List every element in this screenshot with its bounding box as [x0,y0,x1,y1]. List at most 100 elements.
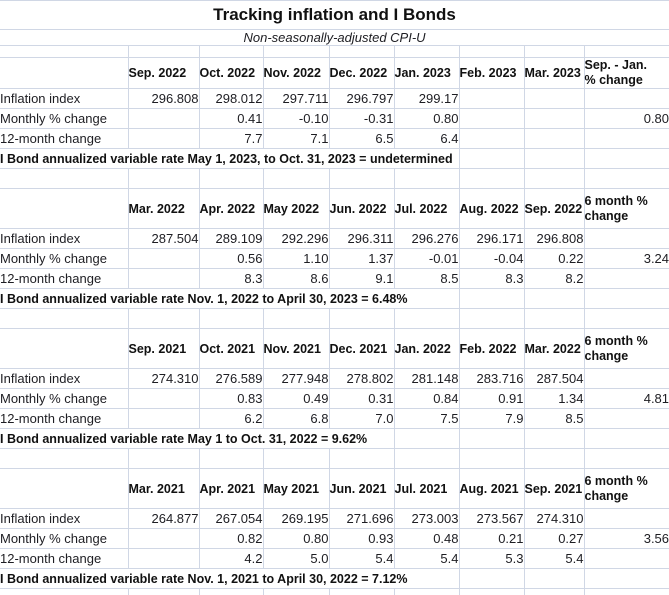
month-header: Sep. 2022 [127,57,200,89]
value-cell: 8.6 [262,268,330,289]
empty-cell [328,45,395,58]
empty-cell [583,45,669,58]
section-3-footer-row: I Bond annualized variable rate May 1 to… [0,428,669,449]
empty-cell [583,368,669,389]
month-header: May 2022 [262,188,330,229]
value-cell: 264.877 [127,508,200,529]
empty-cell [393,45,460,58]
empty-cell [523,308,585,329]
value-cell [127,388,200,409]
empty-cell [458,428,525,449]
value-cell [458,128,525,149]
row-label: Inflation index [0,88,129,109]
value-cell: 273.003 [393,508,460,529]
value-cell: 7.0 [328,408,395,429]
value-cell: 287.504 [127,228,200,249]
value-cell: 8.3 [198,268,264,289]
empty-cell [523,448,585,469]
month-header: Oct. 2021 [198,328,264,369]
empty-cell [523,428,585,449]
value-cell: 0.27 [523,528,585,549]
value-cell: 0.56 [198,248,264,269]
value-cell: 6.2 [198,408,264,429]
row-label: Monthly % change [0,108,129,129]
value-cell: 292.296 [262,228,330,249]
value-cell: 287.504 [523,368,585,389]
row-label: Monthly % change [0,248,129,269]
empty-cell [583,148,669,169]
empty-cell [0,328,129,369]
empty-cell [127,168,200,189]
empty-cell [523,588,585,595]
month-header: Jul. 2022 [393,188,460,229]
empty-cell [262,308,330,329]
empty-cell [127,448,200,469]
empty-cell [328,308,395,329]
value-cell: 1.10 [262,248,330,269]
empty-cell [262,168,330,189]
month-header: Feb. 2022 [458,328,525,369]
empty-cell [393,308,460,329]
month-header: Oct. 2022 [198,57,264,89]
bottom-spacer-row [0,588,669,595]
ibond-rate-note: I Bond annualized variable rate May 1, 2… [0,148,460,169]
empty-cell [127,308,200,329]
month-header: May 2021 [262,468,330,509]
ibond-rate-note: I Bond annualized variable rate Nov. 1, … [0,568,460,589]
subtitle-row: Non-seasonally-adjusted CPI-U [0,29,669,46]
value-cell: 274.310 [127,368,200,389]
empty-cell [393,588,460,595]
section-4-twelve-month-row: 12-month change 4.2 5.0 5.4 5.4 5.3 5.4 [0,548,669,569]
month-header: Dec. 2022 [328,57,395,89]
empty-cell [583,168,669,189]
section-2-header-row: Mar. 2022 Apr. 2022 May 2022 Jun. 2022 J… [0,188,669,229]
month-header: Mar. 2023 [523,57,585,89]
empty-cell [328,588,395,595]
month-header: Apr. 2022 [198,188,264,229]
section-2-twelve-month-row: 12-month change 8.3 8.6 9.1 8.5 8.3 8.2 [0,268,669,289]
section-2-spacer-row [0,168,669,189]
summary-header-line2: change [584,488,629,503]
value-cell: 296.311 [328,228,395,249]
value-cell: 5.4 [328,548,395,569]
month-header: Mar. 2022 [523,328,585,369]
value-cell: 298.012 [198,88,264,109]
empty-cell [523,148,585,169]
empty-cell [198,588,264,595]
value-cell: 299.17 [393,88,460,109]
month-header: Nov. 2021 [262,328,330,369]
value-cell: 8.2 [523,268,585,289]
value-cell: 7.5 [393,408,460,429]
value-cell: 0.91 [458,388,525,409]
value-cell: 5.3 [458,548,525,569]
value-cell: 271.696 [328,508,395,529]
value-cell: 273.567 [458,508,525,529]
empty-cell [523,45,585,58]
month-header: Jul. 2021 [393,468,460,509]
value-cell: -0.31 [328,108,395,129]
month-header: Mar. 2021 [127,468,200,509]
empty-cell [0,308,129,329]
value-cell: 296.808 [127,88,200,109]
empty-cell [458,288,525,309]
value-cell: 277.948 [262,368,330,389]
empty-cell [198,168,264,189]
empty-cell [523,568,585,589]
month-header: Jun. 2022 [328,188,395,229]
section-4-header-row: Mar. 2021 Apr. 2021 May 2021 Jun. 2021 J… [0,468,669,509]
empty-cell [583,128,669,149]
summary-value-cell: 0.80 [583,108,669,129]
empty-cell [0,168,129,189]
month-header: Jun. 2021 [328,468,395,509]
value-cell: 276.589 [198,368,264,389]
value-cell: 8.5 [393,268,460,289]
summary-header-line2: change [584,348,629,363]
row-label: Inflation index [0,368,129,389]
row-label: 12-month change [0,408,129,429]
empty-cell [127,45,200,58]
value-cell: 8.3 [458,268,525,289]
month-header: Nov. 2022 [262,57,330,89]
empty-cell [0,188,129,229]
